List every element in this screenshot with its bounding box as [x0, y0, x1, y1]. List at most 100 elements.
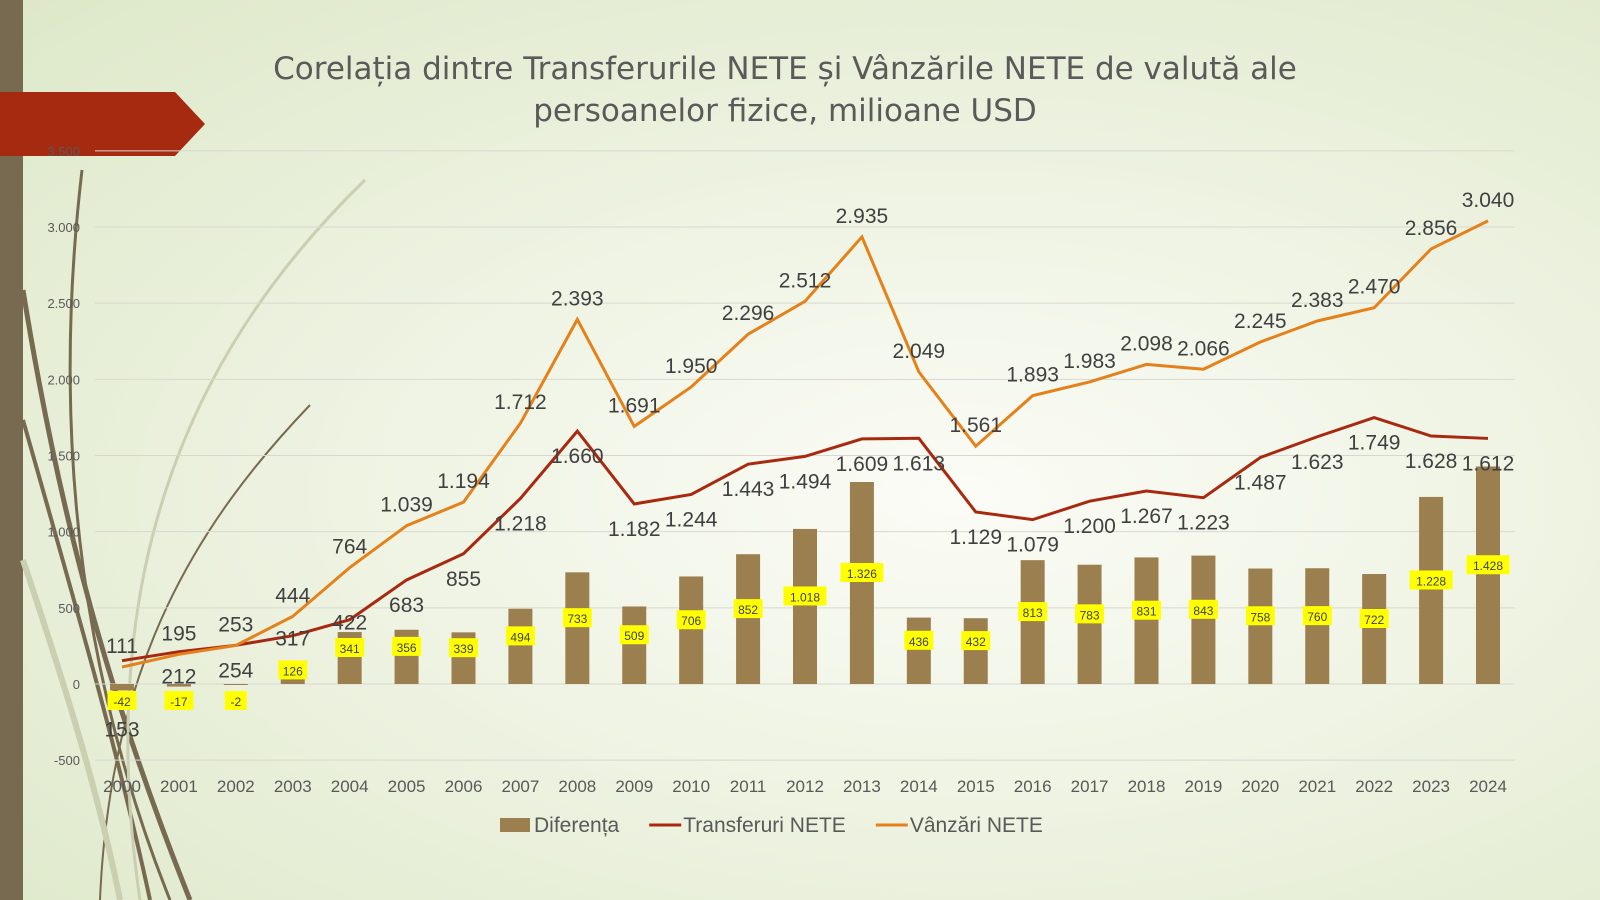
bar-label-bg	[1466, 555, 1510, 575]
vanzari-data-label: 764	[332, 536, 367, 559]
transferuri-data-label: 1.612	[1462, 452, 1515, 475]
bar-diferenta	[1020, 560, 1045, 684]
x-tick-label: 2007	[502, 777, 540, 796]
bar-data-label: 831	[1136, 605, 1156, 619]
bar-diferenta	[1305, 568, 1330, 684]
transferuri-data-label: 1.609	[836, 453, 889, 476]
y-tick-label: 500	[58, 601, 80, 616]
vanzari-data-label: 2.512	[779, 269, 832, 292]
transferuri-data-label: 1.613	[893, 452, 946, 475]
vanzari-data-label: 1.983	[1063, 350, 1116, 373]
transferuri-data-label: 683	[389, 594, 424, 617]
x-tick-label: 2012	[786, 777, 824, 796]
line-transferuri	[121, 415, 1489, 663]
bar-diferenta	[793, 528, 817, 684]
x-tick-label: 2019	[1185, 777, 1223, 796]
bar-data-label: 494	[510, 630, 530, 644]
x-tick-label: 2004	[331, 777, 369, 796]
x-tick-label: 2013	[843, 777, 881, 796]
bar-data-label: 733	[567, 612, 587, 626]
transferuri-data-label: 254	[218, 659, 253, 682]
x-tick-label: 2008	[558, 777, 596, 796]
transferuri-data-label: 1.443	[722, 478, 775, 501]
transferuri-data-label: 1.200	[1063, 515, 1116, 538]
bar-label-bg	[335, 638, 365, 658]
bar-label-bg	[733, 599, 763, 619]
bar-data-label: 758	[1250, 610, 1270, 624]
vanzari-data-label: 1.893	[1006, 364, 1059, 387]
bar-label-bg	[1132, 600, 1161, 620]
bar-data-label: 1.018	[790, 590, 820, 604]
bar-label-bg	[1409, 570, 1453, 590]
bar-label-bg	[449, 638, 478, 658]
bar-label-bg	[1018, 602, 1048, 622]
bar-label-bg	[619, 625, 649, 645]
bar-label-bg	[783, 586, 827, 606]
bar-diferenta	[508, 608, 533, 684]
bar-label-bg	[961, 631, 991, 651]
x-tick-label: 2002	[217, 777, 255, 796]
bar-data-label: 509	[624, 629, 644, 643]
bar-diferenta	[906, 617, 931, 684]
x-tick-label: 2022	[1355, 777, 1393, 796]
bar-data-label: 432	[966, 635, 986, 649]
transferuri-data-label: 317	[275, 628, 310, 651]
x-tick-label: 2017	[1071, 777, 1109, 796]
x-tick-label: 2011	[730, 777, 767, 796]
vanzari-data-label: 1.712	[494, 391, 547, 414]
bar-diferenta	[1134, 557, 1159, 684]
y-tick-label: 1.000	[47, 525, 80, 540]
x-tick-label: 2016	[1014, 777, 1052, 796]
bar-label-bg	[107, 691, 137, 710]
vanzari-data-label: 2.049	[893, 340, 946, 363]
vanzari-data-label: 2.383	[1291, 289, 1344, 312]
x-tick-label: 2006	[445, 777, 483, 796]
vanzari-data-label: 2.098	[1120, 332, 1173, 355]
line-vanzari	[121, 219, 1489, 669]
vanzari-data-label: 2.856	[1405, 217, 1458, 240]
x-tick-label: 2023	[1412, 777, 1450, 796]
bar-label-bg	[392, 636, 422, 656]
x-tick-label: 2001	[160, 777, 198, 796]
bar-data-label: 843	[1193, 604, 1213, 618]
bar-diferenta	[565, 572, 590, 684]
legend-label: Diferența	[534, 814, 620, 837]
bar-label-bg	[904, 630, 934, 650]
bar-data-label: 1.228	[1416, 574, 1446, 588]
bar-label-bg	[164, 691, 194, 710]
bar-data-label: 722	[1364, 613, 1384, 627]
bar-data-label: 126	[283, 664, 303, 678]
x-tick-label: 2005	[388, 777, 426, 796]
transferuri-data-label: 1.244	[665, 508, 718, 531]
transferuri-data-label: 1.079	[1006, 534, 1059, 557]
y-tick-label: 0	[73, 677, 80, 692]
vanzari-data-label: 2.470	[1348, 276, 1401, 299]
x-tick-label: 2014	[900, 777, 938, 796]
x-tick-label: 2024	[1469, 777, 1507, 796]
bar-diferenta	[1476, 466, 1500, 684]
bar-label-bg	[676, 610, 706, 630]
bar-label-bg	[1188, 599, 1218, 619]
bar-data-label: -17	[170, 695, 188, 709]
bar-diferenta	[223, 684, 248, 685]
transferuri-data-label: 153	[104, 719, 139, 742]
transferuri-data-label: 422	[332, 612, 367, 635]
vanzari-data-label: 1.039	[380, 494, 433, 517]
x-tick-label: 2000	[103, 777, 141, 796]
bar-data-label: 356	[397, 641, 417, 655]
vanzari-data-label: 3.040	[1462, 189, 1515, 212]
x-tick-label: 2010	[672, 777, 710, 796]
transferuri-data-label: 1.494	[779, 470, 832, 493]
bar-label-bg	[1302, 606, 1332, 626]
bar-diferenta	[679, 576, 704, 684]
transferuri-data-label: 1.267	[1120, 505, 1173, 528]
bar-diferenta	[166, 684, 191, 687]
transferuri-data-label: 1.182	[608, 518, 661, 541]
bar-data-label: 341	[340, 642, 360, 656]
y-tick-label: -500	[54, 753, 80, 768]
bar-label-bg	[505, 626, 535, 646]
bar-diferenta	[963, 618, 988, 684]
transferuri-data-label: 1.623	[1291, 451, 1344, 474]
